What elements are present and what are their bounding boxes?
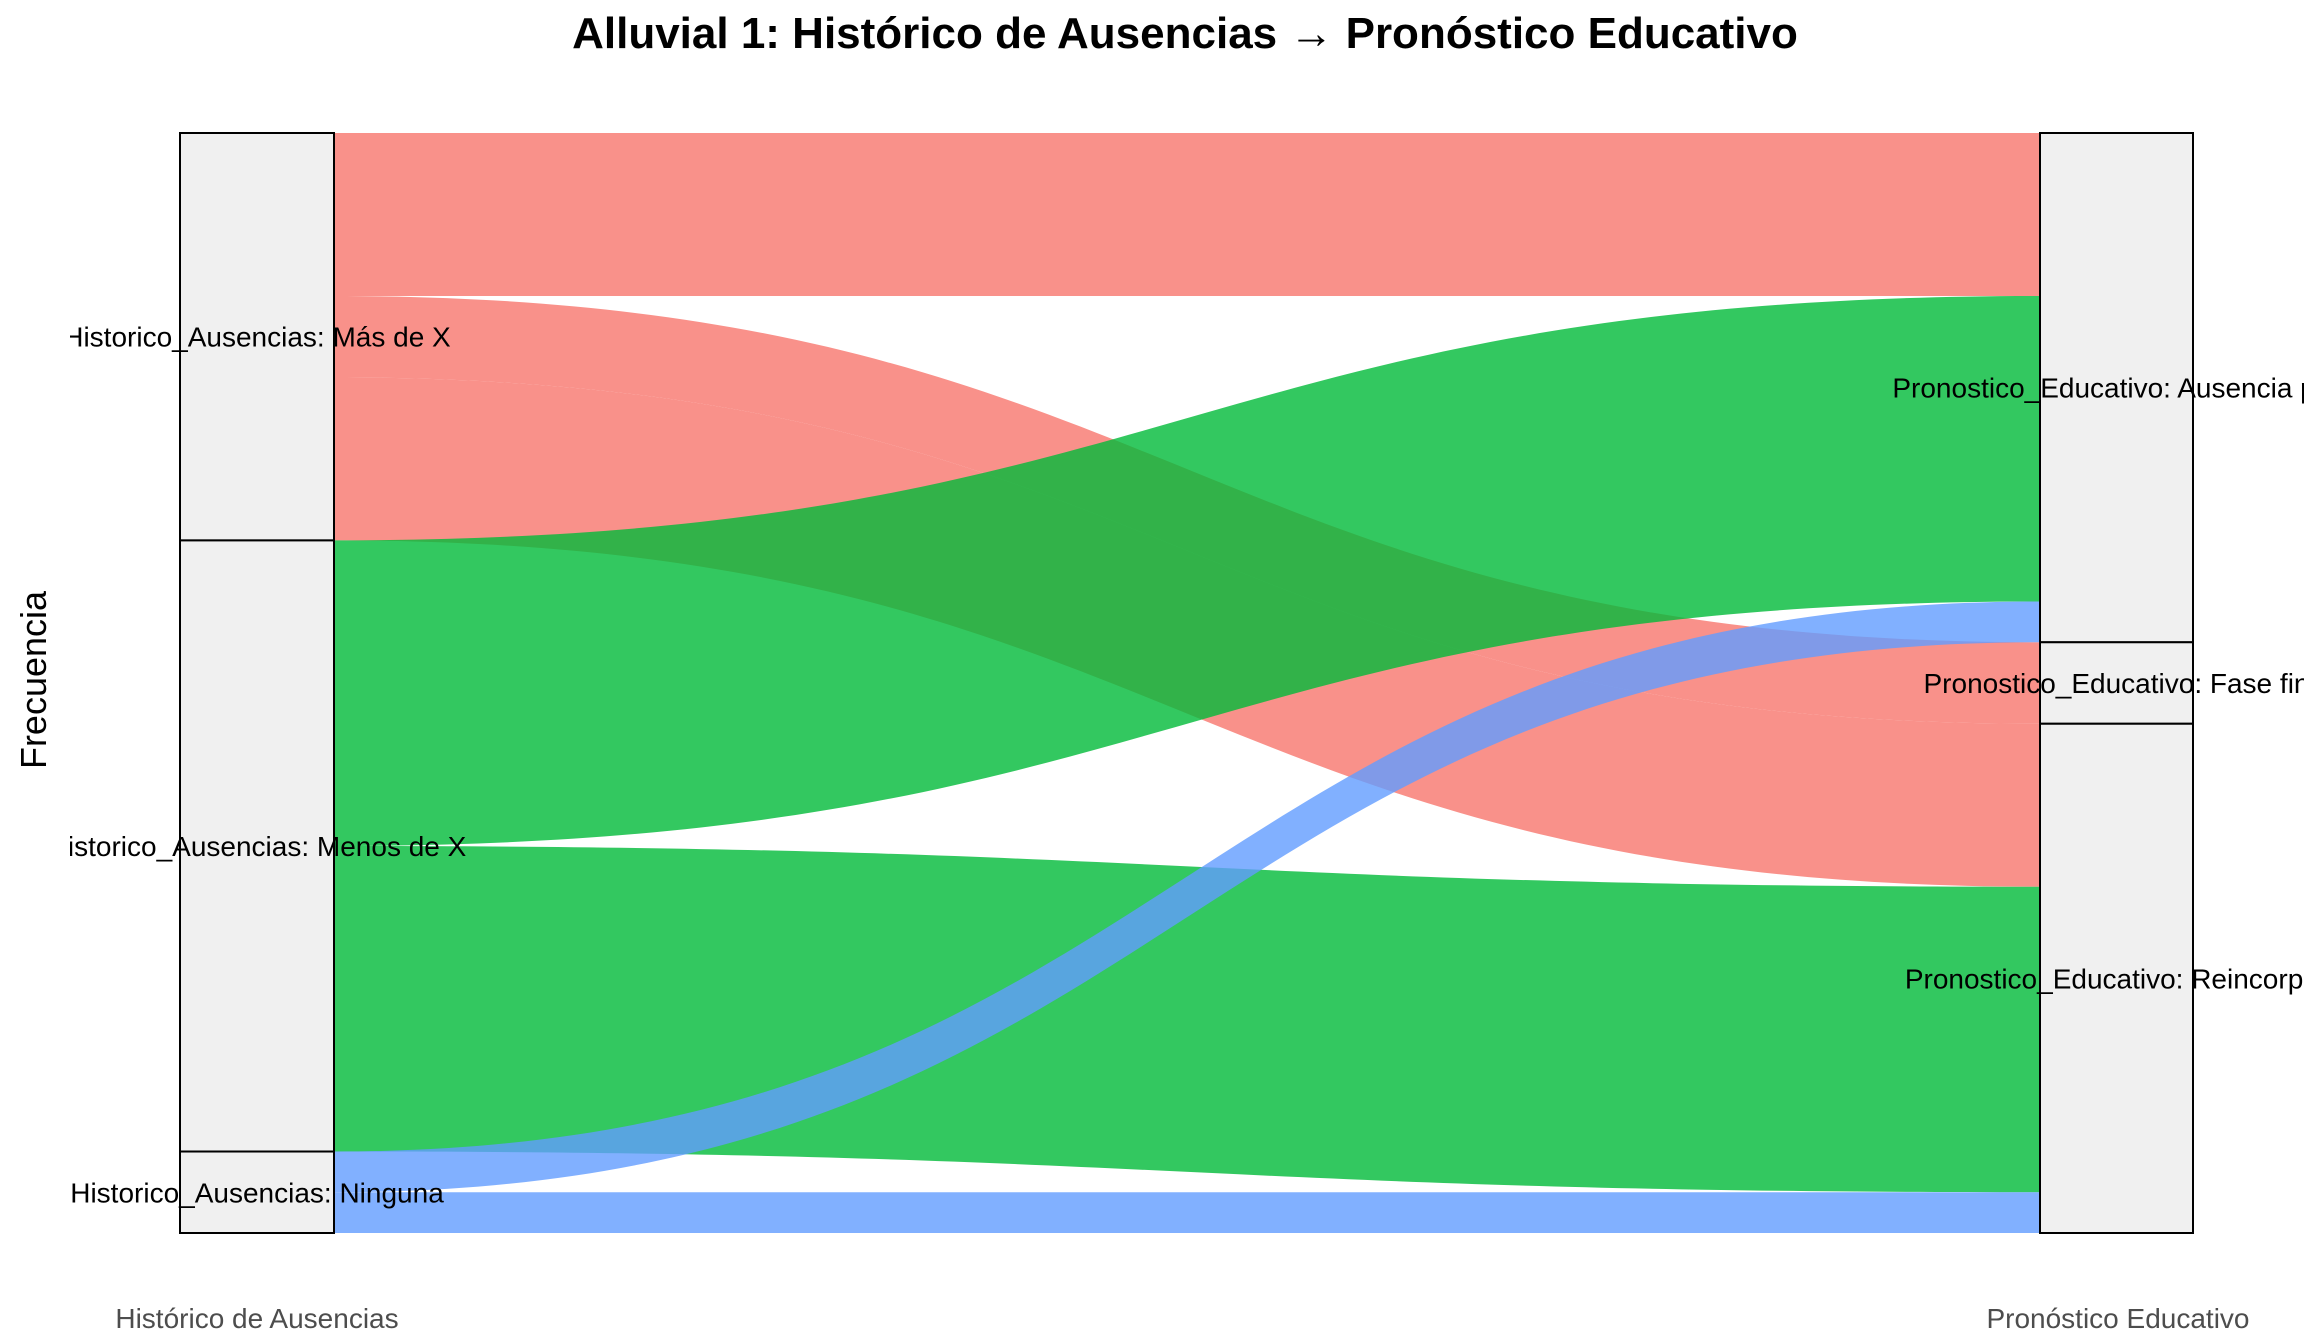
stratum-label-left-0: Historico_Ausencias: Más de X <box>63 322 451 353</box>
x-axis-label-left: Histórico de Ausencias <box>115 1303 398 1334</box>
stratum-box-left-2 <box>179 1150 335 1235</box>
chart-title: Alluvial 1: Histórico de Ausencias → Pro… <box>572 9 1798 58</box>
stratum-label-left-1: Historico_Ausencias: Menos de X <box>48 831 467 862</box>
flow-ninguna-to-reincorpor <box>334 1192 2040 1233</box>
stratum-label-right-1: Pronostico_Educativo: Fase fin <box>1924 668 2304 699</box>
stratum-box-right-1 <box>2039 641 2194 725</box>
x-axis-label-right: Pronóstico Educativo <box>1986 1303 2249 1334</box>
stratum-label-left-2: Historico_Ausencias: Ninguna <box>70 1177 444 1208</box>
flows-layer <box>334 133 2040 1233</box>
flow-menos-de-x-to-ausencia-pro <box>334 295 2040 846</box>
stratum-label-right-2: Pronostico_Educativo: Reincorpor <box>1905 963 2304 994</box>
stratum-label-right-0: Pronostico_Educativo: Ausencia pro <box>1892 373 2304 404</box>
labels-layer: Historico_Ausencias: Más de X Historico_A… <box>48 322 2304 1209</box>
stratum-box-right-2 <box>2039 722 2194 1234</box>
y-axis-title: Frecuencia <box>13 590 54 769</box>
stratum-box-left-0 <box>179 132 335 542</box>
flow-m-s-de-x-to-ausencia-pro <box>334 133 2040 296</box>
strata-layer <box>179 132 2194 1235</box>
flow-ninguna-to-ausencia-pro <box>334 601 2040 1193</box>
stratum-box-right-0 <box>2039 132 2194 644</box>
